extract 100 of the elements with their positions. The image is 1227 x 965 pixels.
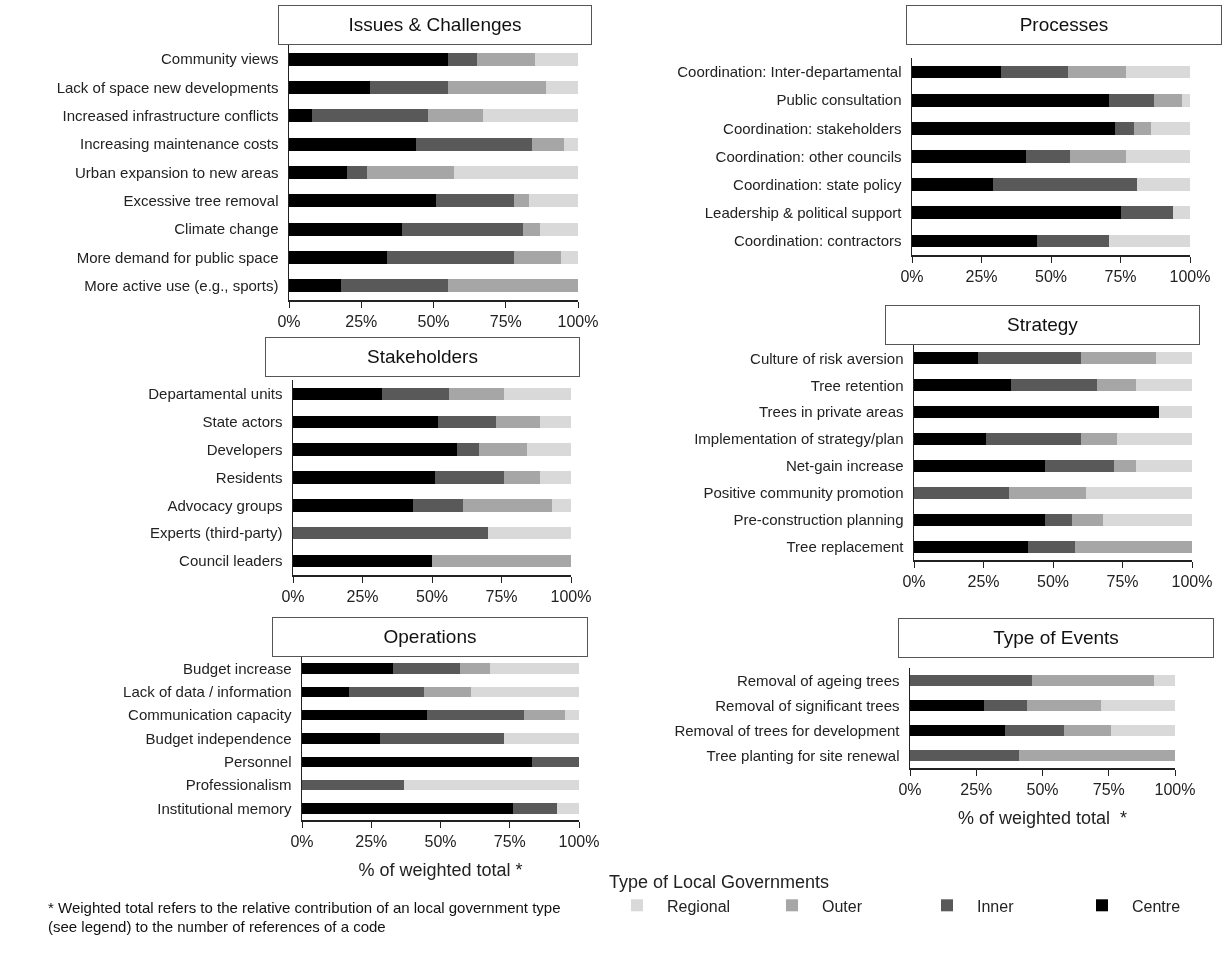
bar bbox=[1100, 699, 1175, 712]
bar bbox=[479, 443, 527, 456]
bar bbox=[504, 387, 571, 401]
bar bbox=[432, 554, 571, 568]
bar bbox=[1103, 513, 1192, 526]
bar bbox=[490, 663, 579, 674]
y-tick-label: Tree retention bbox=[810, 376, 904, 394]
bar bbox=[447, 81, 547, 94]
y-tick-label: Tree replacement bbox=[786, 537, 905, 555]
bar bbox=[1000, 65, 1068, 79]
bar bbox=[540, 415, 571, 429]
bar bbox=[289, 194, 437, 208]
x-tick-label: 0% bbox=[277, 312, 301, 330]
y-tick-label: More active use (e.g., sports) bbox=[84, 277, 279, 295]
bar bbox=[514, 251, 561, 264]
bar bbox=[289, 166, 347, 179]
x-tick-label: 75% bbox=[493, 832, 526, 850]
x-tick-label: 50% bbox=[1034, 267, 1068, 285]
y-tick-label: Experts (third-party) bbox=[149, 524, 283, 542]
bar bbox=[302, 709, 427, 721]
bar bbox=[1158, 406, 1192, 419]
bar bbox=[512, 803, 557, 814]
bar bbox=[912, 206, 1121, 220]
bar bbox=[459, 663, 491, 674]
bar bbox=[462, 499, 552, 512]
bar bbox=[914, 379, 1012, 392]
x-tick-label: 75% bbox=[1092, 780, 1125, 798]
y-tick-label: Advocacy groups bbox=[167, 496, 283, 514]
bar bbox=[423, 686, 471, 698]
bar bbox=[1114, 459, 1137, 472]
bar bbox=[1153, 93, 1182, 107]
bar bbox=[523, 709, 566, 721]
y-tick-label: Communication capacity bbox=[128, 706, 292, 724]
bar bbox=[293, 387, 382, 401]
y-tick-label: Removal of trees for development bbox=[674, 721, 901, 739]
bar bbox=[1063, 724, 1112, 737]
y-tick-label: Personnel bbox=[223, 753, 292, 771]
bar bbox=[1027, 540, 1076, 553]
bar bbox=[1114, 122, 1135, 135]
bar bbox=[1181, 93, 1190, 107]
y-tick-label: Urban expansion to new areas bbox=[75, 163, 279, 181]
bar bbox=[349, 686, 424, 698]
x-tick-label: 25% bbox=[965, 267, 998, 285]
bar bbox=[914, 540, 1028, 553]
bar bbox=[1037, 234, 1110, 248]
y-tick-label: Implementation of strategy/plan bbox=[694, 430, 904, 448]
bar bbox=[476, 52, 535, 66]
legend-label: Regional bbox=[667, 897, 731, 915]
x-tick-label: 100% bbox=[1154, 780, 1196, 798]
x-tick-label: 50% bbox=[1036, 572, 1070, 590]
y-tick-label: Budget increase bbox=[183, 659, 292, 677]
legend-label: Centre bbox=[1132, 897, 1181, 915]
bar bbox=[302, 803, 513, 814]
bar bbox=[912, 65, 1001, 79]
chart-title: Issues & Challenges bbox=[278, 5, 592, 45]
bar bbox=[447, 52, 477, 66]
bar bbox=[556, 803, 579, 814]
x-tick-label: 100% bbox=[558, 832, 600, 850]
bar bbox=[1137, 178, 1190, 191]
bar bbox=[563, 137, 578, 151]
x-tick-label: 100% bbox=[557, 312, 599, 330]
chart-title: Strategy bbox=[885, 305, 1200, 345]
y-tick-label: Net-gain increase bbox=[785, 457, 904, 475]
x-tick-label: 50% bbox=[424, 832, 457, 850]
chart-title: Operations bbox=[272, 617, 588, 657]
bar bbox=[1136, 459, 1192, 472]
bar bbox=[412, 499, 463, 512]
bar bbox=[546, 81, 578, 94]
bar bbox=[1109, 93, 1154, 107]
x-tick-label: 50% bbox=[415, 587, 449, 605]
bar bbox=[1008, 486, 1087, 499]
bar bbox=[914, 406, 1159, 419]
bar bbox=[1044, 513, 1073, 526]
bar bbox=[1044, 459, 1115, 472]
bar bbox=[293, 415, 438, 429]
y-tick-label: Coordination: stakeholders bbox=[723, 119, 902, 137]
x-tick-label: 50% bbox=[1026, 780, 1059, 798]
chart-title: Processes bbox=[906, 5, 1222, 45]
bar bbox=[1070, 150, 1127, 163]
bar bbox=[367, 166, 454, 179]
bar bbox=[1153, 674, 1175, 687]
y-tick-label: Departamental units bbox=[148, 385, 283, 403]
bar bbox=[1080, 433, 1117, 446]
x-tick-label: 0% bbox=[902, 572, 926, 590]
x-tick-label: 25% bbox=[345, 312, 378, 330]
bar bbox=[1151, 122, 1190, 135]
y-tick-label: Pre-construction planning bbox=[733, 510, 904, 528]
bar bbox=[393, 663, 460, 674]
bar bbox=[1005, 724, 1064, 737]
bar bbox=[434, 471, 505, 484]
bar bbox=[528, 194, 578, 208]
x-tick-label: 75% bbox=[1104, 267, 1137, 285]
bar bbox=[910, 674, 1032, 687]
bar bbox=[289, 109, 313, 123]
bar bbox=[1075, 540, 1192, 553]
bar bbox=[302, 733, 380, 744]
x-tick-label: 0% bbox=[290, 832, 314, 850]
y-tick-label: More demand for public space bbox=[76, 248, 279, 266]
bar bbox=[387, 251, 515, 264]
bar bbox=[401, 222, 524, 236]
